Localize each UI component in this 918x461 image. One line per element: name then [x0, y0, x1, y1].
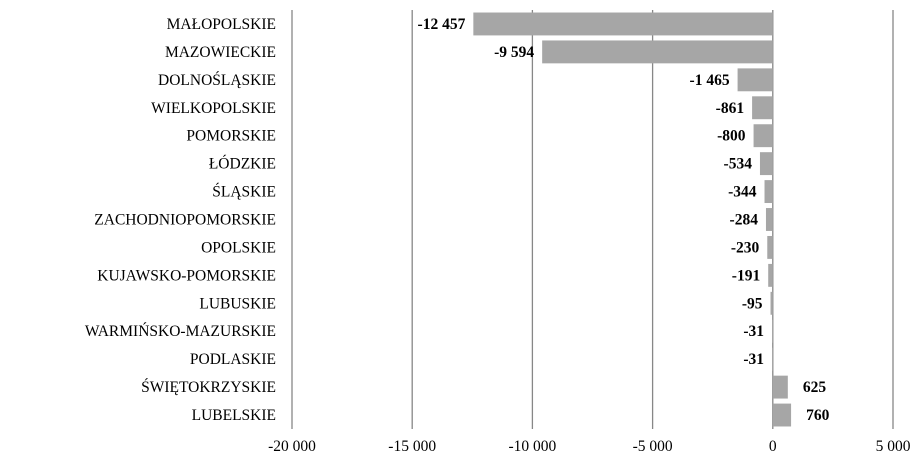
bars-layer	[473, 12, 792, 427]
category-label: MAZOWIECKIE	[165, 44, 276, 61]
category-label: ZACHODNIOPOMORSKIE	[94, 212, 276, 229]
x-tick-label: -20 000	[268, 438, 316, 455]
data-label: -284	[730, 212, 759, 229]
category-label: ŚWIĘTOKRZYSKIE	[141, 379, 276, 396]
x-tick-label: -10 000	[509, 438, 557, 455]
bar	[768, 263, 773, 287]
data-label: -9 594	[494, 44, 534, 61]
bar	[752, 96, 773, 120]
bar	[473, 12, 773, 36]
bar	[759, 152, 773, 176]
category-label: PODLASKIE	[190, 351, 276, 368]
x-tick-label: -5 000	[633, 438, 673, 455]
category-label: DOLNOŚLĄSKIE	[158, 72, 276, 89]
bar	[772, 375, 788, 399]
data-label: -191	[732, 267, 760, 284]
category-label: ŚLĄSKIE	[212, 184, 276, 201]
x-tick-label: 5 000	[876, 438, 911, 455]
data-label: -31	[743, 351, 764, 368]
bar	[753, 124, 773, 148]
data-label: -31	[743, 323, 764, 340]
grid-layer	[291, 10, 894, 429]
x-tick-label: -15 000	[388, 438, 436, 455]
category-label: LUBUSKIE	[199, 295, 276, 312]
bar	[772, 403, 792, 427]
bar	[770, 291, 773, 315]
category-label: KUJAWSKO-POMORSKIE	[97, 267, 276, 284]
bar	[765, 208, 773, 231]
data-label: -95	[742, 295, 763, 312]
x-tick-label: 0	[769, 438, 777, 455]
bar	[767, 235, 773, 259]
category-label: ŁÓDZKIE	[209, 156, 276, 173]
category-label: MAŁOPOLSKIE	[167, 16, 276, 33]
data-label: -800	[717, 128, 746, 145]
data-label: -861	[716, 100, 744, 117]
data-label: -1 465	[690, 72, 730, 89]
bar	[737, 68, 773, 92]
category-label: WIELKOPOLSKIE	[151, 100, 276, 117]
bar	[772, 319, 774, 343]
data-label: -534	[724, 156, 753, 173]
data-label: 760	[806, 407, 830, 424]
category-label: WARMIŃSKO-MAZURSKIE	[85, 323, 276, 340]
bar	[772, 347, 774, 371]
category-label: POMORSKIE	[186, 128, 276, 145]
data-label: 625	[803, 379, 827, 396]
category-label: OPOLSKIE	[201, 239, 276, 256]
data-label: -344	[728, 184, 757, 201]
bar	[542, 40, 773, 64]
data-label: -230	[731, 239, 760, 256]
labels-layer: -20 000 -15 000 -10 000 -5 000 0 5 000 MAŁOPOL…	[85, 16, 911, 455]
bar	[764, 180, 773, 204]
category-label: LUBELSKIE	[192, 407, 276, 424]
data-label: -12 457	[418, 16, 466, 33]
